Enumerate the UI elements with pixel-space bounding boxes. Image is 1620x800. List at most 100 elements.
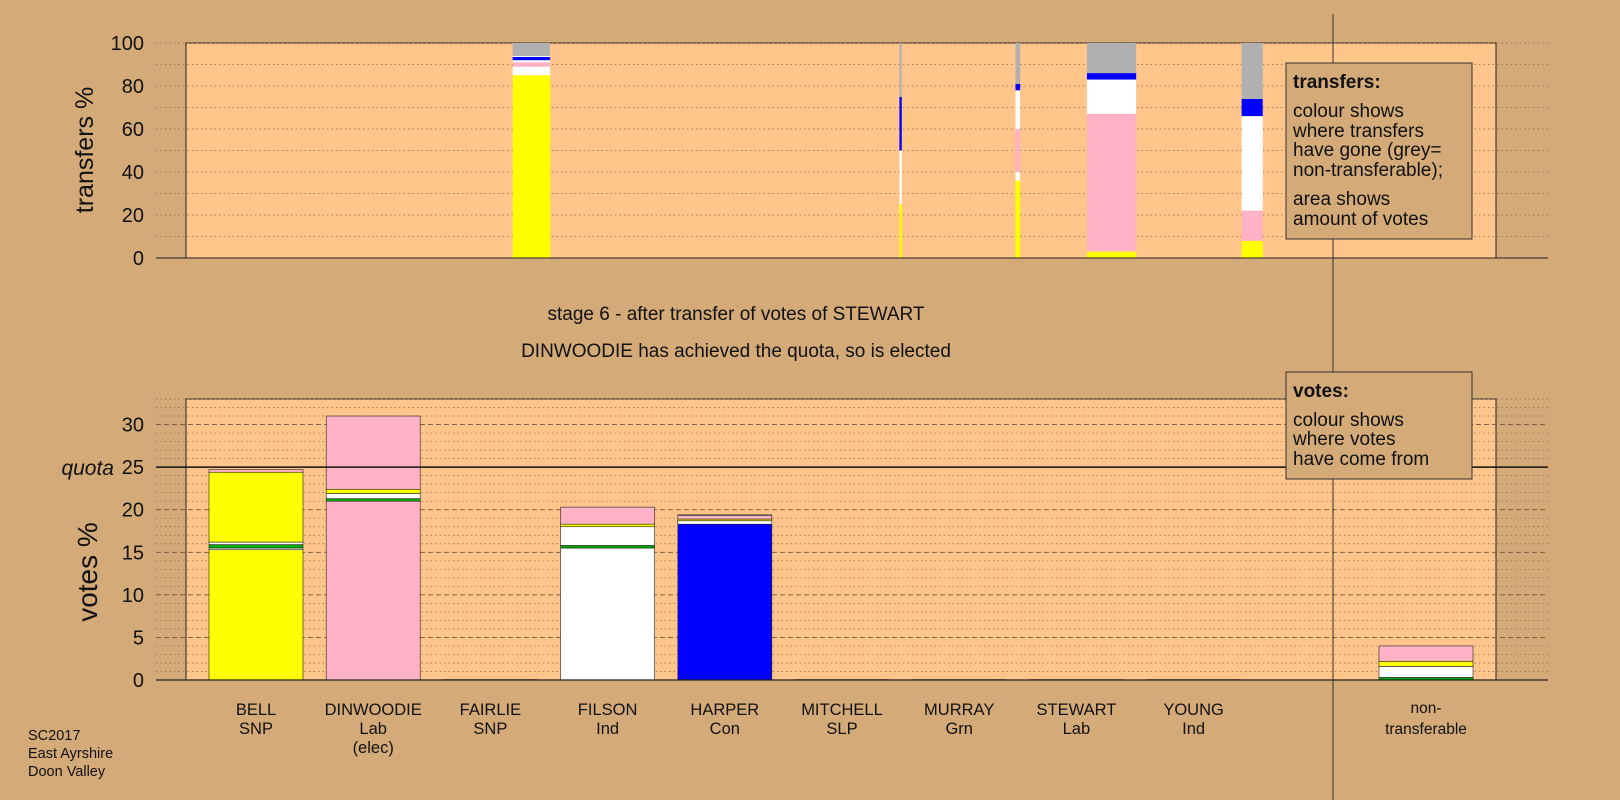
transfer-bar-segment	[1015, 172, 1021, 181]
transfer-bar-segment	[512, 66, 551, 76]
transfer-bar-segment	[512, 60, 551, 63]
transfers-y-tick-label: 100	[111, 33, 144, 55]
votes-legend-title: votes:	[1293, 381, 1349, 402]
transfer-bar-segment	[1241, 43, 1263, 99]
candidate-status: (elec)	[353, 739, 394, 757]
transfer-bar-segment	[1015, 90, 1021, 129]
transfer-bar-segment	[899, 96, 902, 151]
votes-y-tick-label: 20	[122, 500, 144, 522]
votes-y-tick-label: 10	[122, 585, 144, 607]
nontransferable-bar-segment	[1378, 660, 1474, 667]
votes-y-tick-label: 5	[133, 627, 144, 649]
vote-bar-segment	[325, 493, 421, 499]
vote-bar-segment	[677, 515, 773, 520]
vote-bar-segment	[560, 545, 655, 549]
vote-bar-segment	[208, 469, 304, 473]
stage-subtitle: DINWOODIE has achieved the quota, so is …	[521, 341, 951, 362]
transfer-bar-segment	[512, 75, 551, 258]
transfer-bar-segment	[899, 204, 902, 258]
votes-legend-line: where votes	[1292, 429, 1395, 450]
votes-legend-line: have come from	[1293, 449, 1429, 470]
transfer-bar-segment	[512, 56, 551, 61]
candidate-name: HARPER	[690, 701, 759, 719]
transfers-legend-line: non-transferable);	[1293, 160, 1443, 181]
candidate-party: Con	[710, 720, 740, 738]
transfer-bar-segment	[512, 43, 551, 56]
transfer-bar-segment	[512, 62, 551, 67]
candidate-party: Ind	[596, 720, 619, 738]
nontransferable-label: non-	[1410, 700, 1441, 717]
candidate-labels: BELLSNPDINWOODIELab(elec)FAIRLIESNPFILSO…	[236, 700, 1467, 757]
vote-bar-segment	[208, 541, 304, 545]
stage-title: stage 6 - after transfer of votes of STE…	[548, 304, 925, 325]
nontransferable-label: transferable	[1385, 721, 1467, 738]
votes-y-tick-label: 30	[122, 415, 144, 437]
transfers-legend-line: colour shows	[1293, 101, 1404, 122]
vote-bar-segment	[325, 415, 421, 490]
transfers-y-label: transfers %	[71, 87, 99, 213]
transfer-bar-segment	[1086, 113, 1137, 252]
transfers-legend-line: where transfers	[1292, 121, 1424, 142]
vote-bar-segment	[560, 506, 655, 525]
votes-y-tick-label: 0	[133, 670, 144, 692]
transfers-y-ticks: 0 20 40 60 80 100	[111, 33, 144, 270]
vote-bar-segment	[560, 523, 655, 528]
candidate-name: FAIRLIE	[460, 701, 521, 719]
candidate-name: DINWOODIE	[325, 701, 422, 719]
council-name: East Ayrshire	[28, 746, 113, 762]
transfer-bar-segment	[1086, 73, 1137, 80]
transfers-legend: transfers: colour shows where transfers …	[1285, 62, 1473, 240]
votes-legend-line: colour shows	[1293, 410, 1404, 431]
nontransferable-bar-segment	[1378, 666, 1474, 678]
vote-bar-segment	[677, 514, 773, 516]
candidate-party: Grn	[945, 720, 973, 738]
vote-bar-segment	[325, 500, 421, 681]
transfer-bar-segment	[1015, 129, 1021, 172]
votes-legend: votes: colour shows where votes have com…	[1285, 371, 1473, 480]
transfers-y-tick-label: 0	[133, 248, 144, 270]
vote-bar-segment	[677, 520, 773, 525]
vote-bar-segment	[677, 523, 773, 681]
transfers-y-tick-label: 40	[122, 162, 144, 184]
candidate-party: Ind	[1182, 720, 1205, 738]
transfer-bar-segment	[1241, 116, 1263, 211]
candidate-name: FILSON	[578, 701, 638, 719]
vote-bar-segment	[325, 488, 421, 494]
votes-y-label: votes %	[72, 522, 103, 622]
transfer-bar-segment	[1086, 79, 1137, 114]
transfer-bar-segment	[1015, 180, 1021, 258]
candidate-name: MURRAY	[924, 701, 994, 719]
transfers-y-tick-label: 60	[122, 119, 144, 141]
transfer-bar-segment	[1241, 98, 1263, 117]
transfers-legend-line: have gone (grey=	[1293, 140, 1441, 161]
votes-legend-box	[1285, 371, 1473, 480]
vote-bar-segment	[560, 526, 655, 546]
vote-bar-segment	[208, 549, 304, 681]
quota-label: quota	[61, 457, 114, 480]
transfer-bar-segment	[899, 150, 902, 205]
candidate-name: STEWART	[1037, 701, 1117, 719]
candidate-name: MITCHELL	[801, 701, 883, 719]
vote-bar-segment	[208, 471, 304, 543]
transfer-bar-segment	[1086, 251, 1137, 258]
transfer-bar-segment	[1015, 83, 1021, 91]
candidate-name: YOUNG	[1163, 701, 1224, 719]
candidate-party: Lab	[1063, 720, 1091, 738]
candidate-party: SNP	[473, 720, 507, 738]
ward-name: Doon Valley	[28, 764, 106, 780]
votes-y-ticks: 0 5 10 15 20 25 30	[122, 415, 144, 692]
vote-bar-segment	[325, 498, 421, 502]
election-code: SC2017	[28, 728, 80, 744]
transfer-bars	[512, 43, 1263, 258]
transfer-bar-segment	[1086, 43, 1137, 74]
transfer-bar-segment	[512, 55, 551, 57]
candidate-name: BELL	[236, 701, 276, 719]
vote-bar-segment	[208, 544, 304, 549]
candidate-party: SLP	[826, 720, 857, 738]
transfers-y-tick-label: 80	[122, 76, 144, 98]
transfers-y-tick-label: 20	[122, 205, 144, 227]
transfer-bar-segment	[1241, 210, 1263, 241]
candidate-party: SNP	[239, 720, 273, 738]
